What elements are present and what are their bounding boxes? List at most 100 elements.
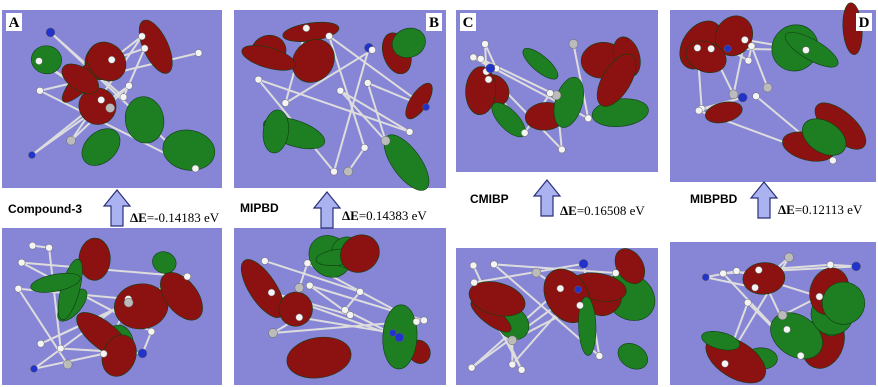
atom — [141, 45, 148, 52]
atom — [852, 262, 861, 271]
atom — [708, 45, 715, 52]
atom — [148, 328, 155, 335]
atom — [268, 289, 275, 296]
atom — [30, 365, 37, 372]
atom — [518, 366, 525, 373]
atom — [579, 259, 588, 268]
atom — [18, 259, 25, 266]
atom — [35, 58, 42, 65]
atom — [28, 152, 35, 159]
atom — [37, 340, 44, 347]
figure: ACompound-3ΔE=-0.14183 eVBMIPBDΔE=0.1438… — [0, 0, 878, 387]
atom — [108, 56, 115, 63]
atom — [752, 284, 759, 291]
compound-name: CMIBP — [470, 192, 509, 206]
energy-gap: ΔE=0.12113 eV — [778, 202, 863, 217]
atom — [46, 28, 55, 37]
atom — [344, 167, 353, 176]
atom — [369, 46, 376, 53]
atom — [29, 242, 36, 249]
atom — [521, 129, 528, 136]
atom — [63, 360, 72, 369]
atom — [470, 262, 477, 269]
atom — [195, 49, 202, 56]
panel-letter: A — [9, 15, 20, 31]
atom — [100, 350, 107, 357]
atom — [304, 260, 311, 267]
atom — [778, 311, 787, 320]
atom — [797, 352, 804, 359]
atom — [296, 314, 303, 321]
atom — [694, 44, 701, 51]
atom — [138, 349, 147, 358]
atom — [470, 54, 477, 61]
atom — [184, 273, 191, 280]
atom — [124, 298, 133, 307]
delta-symbol: ΔE — [130, 210, 147, 225]
atom — [421, 317, 428, 324]
atom — [36, 87, 43, 94]
atom — [585, 115, 592, 122]
atom — [702, 274, 709, 281]
atom — [482, 40, 489, 47]
atom — [98, 96, 105, 103]
panel-letter: C — [463, 15, 474, 31]
compound-name: MIPBD — [240, 201, 279, 215]
atom — [745, 57, 752, 64]
atom — [192, 165, 199, 172]
atom — [755, 266, 762, 273]
panel-letter: D — [859, 15, 870, 31]
atom — [748, 43, 755, 50]
atom — [557, 285, 564, 292]
atom — [485, 76, 492, 83]
atom — [738, 93, 747, 102]
atom — [120, 94, 127, 101]
atom — [575, 286, 582, 293]
atom — [67, 136, 76, 145]
energy-arrow — [314, 192, 340, 228]
atom — [468, 364, 475, 371]
atom — [695, 107, 702, 114]
atom — [471, 279, 478, 286]
gap-value: =0.16508 eV — [577, 203, 646, 218]
atom — [406, 128, 413, 135]
gap-value: =0.14383 eV — [359, 208, 428, 223]
atom — [268, 329, 277, 338]
atom — [816, 293, 823, 300]
atom — [785, 253, 794, 262]
atom — [596, 352, 603, 359]
atom — [720, 270, 727, 277]
delta-symbol: ΔE — [560, 203, 577, 218]
atom — [330, 168, 337, 175]
atom — [722, 360, 729, 367]
atom — [532, 268, 541, 277]
atom — [138, 33, 145, 40]
atom — [486, 64, 495, 73]
energy-arrow — [104, 190, 130, 226]
atom — [509, 361, 516, 368]
atom — [395, 333, 404, 342]
atom — [46, 244, 53, 251]
atom — [724, 45, 731, 52]
energy-arrow — [751, 182, 777, 218]
energy-arrow — [534, 180, 560, 216]
atom — [106, 103, 115, 112]
energy-gap: ΔE=-0.14183 eV — [130, 210, 220, 225]
atom — [783, 326, 790, 333]
atom — [337, 87, 344, 94]
atom — [282, 100, 289, 107]
gap-value: =0.12113 eV — [795, 202, 863, 217]
atom — [829, 157, 836, 164]
atom — [753, 93, 760, 100]
energy-gap: ΔE=0.14383 eV — [342, 208, 427, 223]
gap-value: =-0.14183 eV — [147, 210, 220, 225]
panel-letter: B — [429, 15, 439, 31]
atom — [802, 47, 809, 54]
atom — [381, 136, 390, 145]
atom — [361, 144, 368, 151]
atom — [303, 25, 310, 32]
atom — [744, 299, 751, 306]
atom — [57, 345, 64, 352]
delta-symbol: ΔE — [342, 208, 359, 223]
atom — [295, 283, 304, 292]
